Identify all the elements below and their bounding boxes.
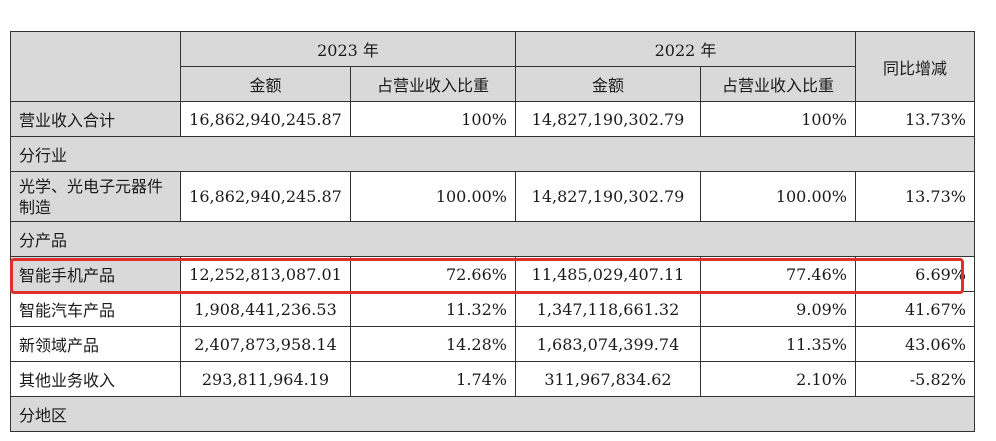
yoy-cell: 13.73% — [855, 101, 975, 137]
table-row: 其他业务收入 293,811,964.19 1.74% 311,967,834.… — [10, 361, 975, 397]
amount-2023-cell: 2,407,873,958.14 — [180, 326, 351, 362]
yoy-cell: -5.82% — [855, 361, 975, 397]
section-row-industry: 分行业 — [10, 136, 975, 172]
yoy-cell: 41.67% — [855, 291, 975, 327]
share-2023-cell: 100.00% — [350, 171, 516, 222]
amount-2023-cell: 293,811,964.19 — [180, 361, 351, 397]
amount-2023-cell: 1,908,441,236.53 — [180, 291, 351, 327]
amount-2022-cell: 1,347,118,661.32 — [515, 291, 701, 327]
header-corner-cell — [10, 31, 181, 102]
row-label: 智能手机产品 — [10, 256, 181, 292]
yoy-cell: 13.73% — [855, 171, 975, 222]
share-2022-cell: 100.00% — [700, 171, 856, 222]
yoy-cell: 6.69% — [855, 256, 975, 292]
table-row-highlighted: 智能手机产品 12,252,813,087.01 72.66% 11,485,0… — [10, 256, 975, 292]
share-2022-cell: 9.09% — [700, 291, 856, 327]
amount-2023-cell: 16,862,940,245.87 — [180, 171, 351, 222]
amount-2023-cell: 16,862,940,245.87 — [180, 101, 351, 137]
share-2023-cell: 14.28% — [350, 326, 516, 362]
amount-2022-cell: 14,827,190,302.79 — [515, 171, 701, 222]
header-amount-2023: 金额 — [180, 66, 351, 102]
row-label: 智能汽车产品 — [10, 291, 181, 327]
section-row-product: 分产品 — [10, 221, 975, 257]
section-row-region: 分地区 — [10, 396, 975, 432]
table-row-total: 营业收入合计 16,862,940,245.87 100% 14,827,190… — [10, 101, 975, 137]
header-row-columns: 金额 占营业收入比重 金额 占营业收入比重 — [11, 66, 975, 102]
header-amount-2022: 金额 — [515, 66, 701, 102]
yoy-cell: 43.06% — [855, 326, 975, 362]
amount-2022-cell: 14,827,190,302.79 — [515, 101, 701, 137]
row-label: 光学、光电子元器件制造 — [10, 171, 181, 222]
section-label-region: 分地区 — [10, 396, 975, 432]
header-share-2022: 占营业收入比重 — [700, 66, 856, 102]
share-2023-cell: 11.32% — [350, 291, 516, 327]
amount-2022-cell: 1,683,074,399.74 — [515, 326, 701, 362]
table-row: 智能汽车产品 1,908,441,236.53 11.32% 1,347,118… — [10, 291, 975, 327]
share-2023-cell: 72.66% — [350, 256, 516, 292]
header-yoy: 同比增减 — [855, 31, 975, 102]
share-2022-cell: 100% — [700, 101, 856, 137]
share-2023-cell: 1.74% — [350, 361, 516, 397]
header-row-years: 2023 年 2022 年 同比增减 — [10, 31, 975, 102]
share-2022-cell: 11.35% — [700, 326, 856, 362]
table-row: 光学、光电子元器件制造 16,862,940,245.87 100.00% 14… — [10, 171, 975, 222]
header-year-2023: 2023 年 — [180, 31, 516, 67]
amount-2022-cell: 11,485,029,407.11 — [515, 256, 701, 292]
row-label: 新领域产品 — [10, 326, 181, 362]
header-share-2023: 占营业收入比重 — [350, 66, 516, 102]
amount-2022-cell: 311,967,834.62 — [515, 361, 701, 397]
header-year-2022: 2022 年 — [515, 31, 856, 67]
section-label-product: 分产品 — [10, 221, 975, 257]
row-label: 其他业务收入 — [10, 361, 181, 397]
section-label-industry: 分行业 — [10, 136, 975, 172]
row-label: 营业收入合计 — [10, 101, 181, 137]
share-2022-cell: 2.10% — [700, 361, 856, 397]
share-2022-cell: 77.46% — [700, 256, 856, 292]
table-row: 新领域产品 2,407,873,958.14 14.28% 1,683,074,… — [10, 326, 975, 362]
revenue-table: 2023 年 2022 年 同比增减 金额 占营业收入比重 金额 占营业收入比重… — [10, 31, 975, 432]
amount-2023-cell: 12,252,813,087.01 — [180, 256, 351, 292]
share-2023-cell: 100% — [350, 101, 516, 137]
